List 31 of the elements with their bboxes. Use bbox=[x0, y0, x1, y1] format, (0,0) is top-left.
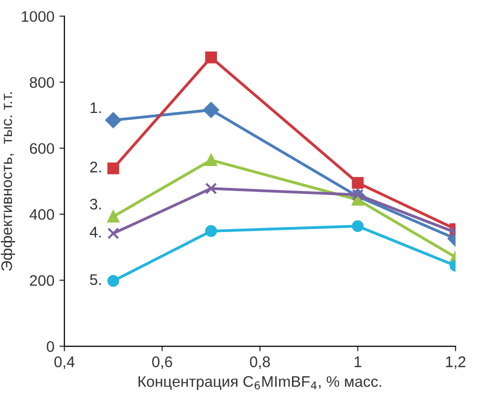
x-tick-label: 0,6 bbox=[152, 356, 172, 370]
point bbox=[352, 176, 364, 189]
y-tick-label: 600 bbox=[30, 143, 54, 154]
point bbox=[205, 225, 217, 237]
point bbox=[107, 227, 120, 240]
point bbox=[107, 162, 120, 174]
y-tick-label: 200 bbox=[30, 275, 54, 286]
x-tick-label: 0,8 bbox=[250, 356, 270, 370]
point bbox=[107, 275, 120, 287]
y-tick-label: 400 bbox=[30, 209, 54, 220]
annotation: 3. bbox=[90, 198, 101, 210]
point bbox=[205, 52, 217, 64]
y-tick-label: 0 bbox=[46, 341, 54, 352]
x-tick-label: 1 bbox=[354, 356, 362, 368]
point bbox=[205, 182, 217, 194]
point bbox=[352, 188, 364, 201]
y-axis-title: Эффективность, тыс. т.т. bbox=[0, 92, 16, 271]
annotation: 2. bbox=[90, 162, 101, 172]
point bbox=[205, 154, 217, 166]
x-axis-title: Концентрация C$_{6}$MImBF$_{4}$, % масс. bbox=[138, 376, 382, 390]
point bbox=[352, 220, 364, 232]
annotation: 5. bbox=[90, 274, 101, 286]
annotation: 4. bbox=[90, 226, 101, 238]
y-tick-label: 800 bbox=[30, 77, 54, 88]
point bbox=[203, 102, 219, 118]
y-tick-label: 1000 bbox=[22, 11, 54, 22]
annotation: 1. bbox=[90, 102, 101, 114]
point bbox=[105, 112, 122, 128]
point bbox=[107, 210, 120, 222]
x-tick-label: 1,2 bbox=[446, 356, 466, 370]
x-tick-label: 0,4 bbox=[54, 356, 75, 370]
